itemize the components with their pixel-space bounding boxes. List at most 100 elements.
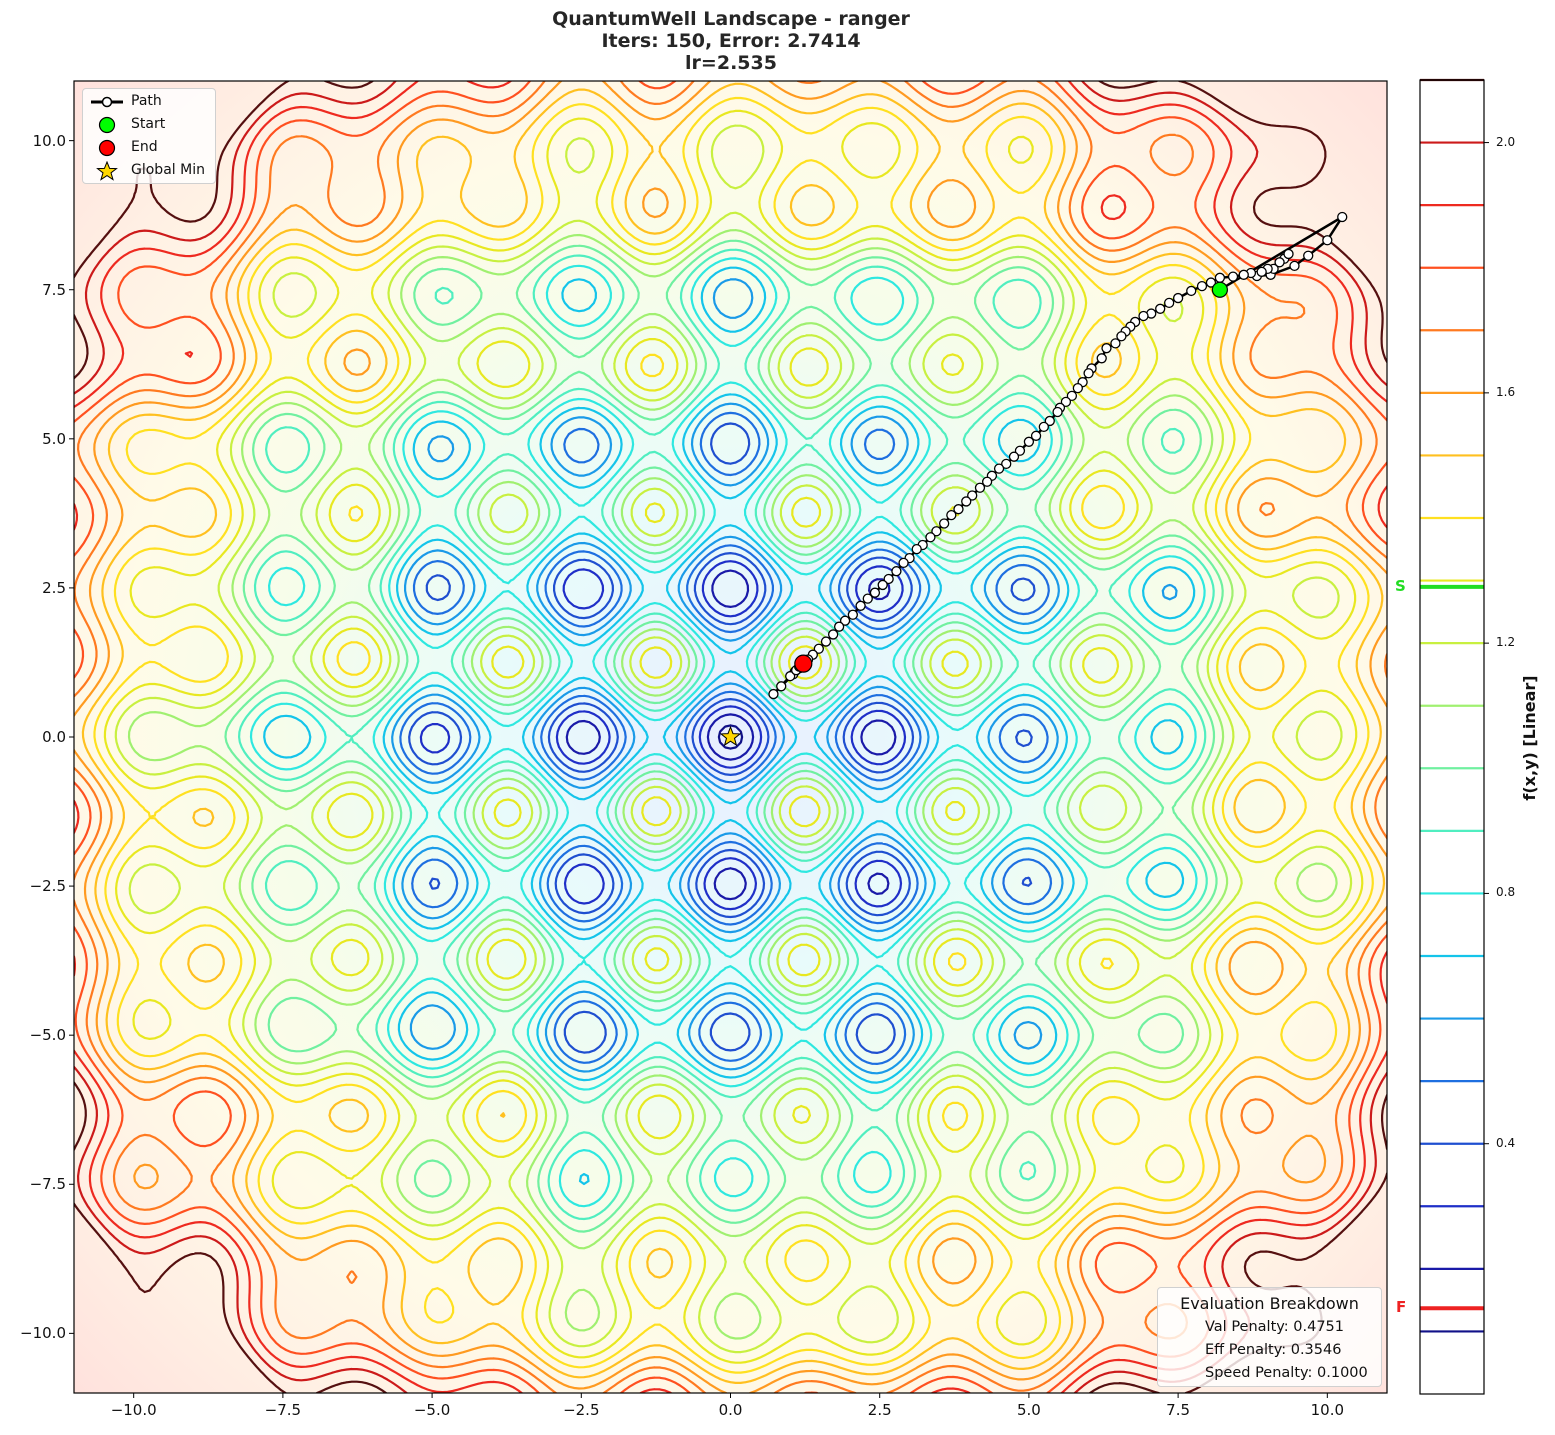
path-point bbox=[833, 621, 845, 632]
y-tick-label: 0.0 bbox=[42, 728, 66, 746]
colorbar-tick-label: 0.4 bbox=[1496, 1135, 1516, 1150]
star-icon bbox=[96, 161, 118, 181]
x-axis-ticks bbox=[133, 1393, 1328, 1398]
path-point bbox=[1238, 269, 1249, 280]
start-marker bbox=[1211, 281, 1228, 298]
contour-level-0.1 bbox=[717, 724, 744, 750]
path-point bbox=[946, 510, 957, 521]
path-point bbox=[1274, 257, 1285, 268]
path-point bbox=[1337, 211, 1348, 223]
y-tick-label: −10.0 bbox=[20, 1324, 66, 1343]
red-circle-icon bbox=[98, 139, 116, 157]
legend-label: End bbox=[131, 139, 158, 155]
path-point bbox=[1083, 368, 1094, 379]
x-tick-label: −7.5 bbox=[264, 1401, 302, 1419]
eff-penalty: Eff Penalty: 0.3546 bbox=[1205, 1342, 1342, 1358]
path-point bbox=[1023, 436, 1035, 447]
path-point bbox=[1214, 272, 1226, 283]
path-point bbox=[1322, 235, 1333, 246]
path-point bbox=[1155, 303, 1166, 314]
path-point bbox=[1186, 285, 1197, 297]
colorbar-ticks bbox=[1484, 142, 1489, 1145]
x-tick-label: 10.0 bbox=[1310, 1401, 1345, 1419]
y-axis-ticks bbox=[69, 140, 74, 1334]
title-line-1: QuantumWell Landscape - ranger bbox=[552, 8, 910, 30]
path-point bbox=[993, 463, 1005, 474]
contour-level-0.5 bbox=[399, 411, 1053, 1065]
legend-label: Global Min bbox=[131, 162, 205, 178]
colorbar-start-marker: S bbox=[1395, 576, 1406, 595]
path-point bbox=[1030, 430, 1042, 441]
contour-level-0.7 bbox=[263, 266, 1196, 1186]
legend-item-path: Path bbox=[83, 91, 215, 113]
path-point bbox=[1066, 390, 1078, 402]
path-point bbox=[1008, 451, 1020, 462]
path-point bbox=[925, 532, 936, 543]
title-line-3: lr=2.535 bbox=[685, 52, 777, 74]
path-point bbox=[1172, 292, 1184, 304]
x-tick-label: −5.0 bbox=[413, 1401, 451, 1419]
colorbar-level-lines bbox=[1420, 78, 1484, 1333]
path-point bbox=[931, 526, 942, 537]
path-point bbox=[877, 579, 888, 591]
path-point bbox=[1044, 415, 1055, 427]
path-point bbox=[1052, 406, 1063, 418]
path-point bbox=[839, 615, 851, 626]
x-tick-label: 2.5 bbox=[867, 1401, 892, 1419]
contour-level-1.4 bbox=[93, 96, 1374, 1374]
path-point bbox=[1227, 271, 1239, 282]
colorbar-tick-label: 1.6 bbox=[1496, 384, 1516, 399]
path-point bbox=[785, 671, 796, 682]
contour-level-0.4 bbox=[408, 422, 1036, 1054]
y-tick-label: −5.0 bbox=[29, 1026, 66, 1045]
path-point bbox=[869, 587, 881, 598]
end-marker bbox=[794, 654, 813, 673]
path-point bbox=[768, 688, 779, 700]
val-penalty: Val Penalty: 0.4751 bbox=[1205, 1319, 1345, 1335]
contour-level-0.6 bbox=[391, 278, 1178, 1075]
global-min-star bbox=[719, 725, 742, 747]
x-tick-label: 7.5 bbox=[1166, 1401, 1191, 1419]
legend-item-global-min: Global Min bbox=[83, 160, 215, 182]
legend-item-start: Start bbox=[83, 114, 215, 136]
path-point bbox=[883, 573, 894, 585]
contour-level-1 bbox=[224, 239, 1224, 1233]
path-point bbox=[967, 490, 978, 501]
path-point bbox=[1096, 353, 1107, 364]
colorbar-tick-label: 0.8 bbox=[1496, 885, 1516, 900]
chart-title: QuantumWell Landscape - ranger Iters: 15… bbox=[0, 8, 1462, 74]
path-point bbox=[847, 609, 858, 620]
path-point bbox=[1101, 343, 1112, 354]
colorbar-background bbox=[1420, 80, 1484, 1394]
path-point bbox=[898, 557, 909, 569]
x-tick-label: 0.0 bbox=[718, 1401, 743, 1419]
path-point bbox=[1256, 266, 1267, 277]
path-point bbox=[1289, 260, 1300, 272]
contour-level-0.3 bbox=[419, 560, 907, 911]
path-point bbox=[1138, 310, 1149, 322]
evaluation-header: Evaluation Breakdown bbox=[1180, 1294, 1359, 1313]
path-point bbox=[855, 600, 866, 611]
path-point bbox=[1283, 248, 1294, 260]
colorbar-final-marker: F bbox=[1396, 1298, 1407, 1317]
contour-level-0.9 bbox=[238, 248, 1215, 1221]
path-point bbox=[1038, 421, 1049, 433]
path-point bbox=[1196, 280, 1208, 292]
path-point bbox=[1001, 458, 1012, 470]
y-tick-label: 10.0 bbox=[32, 131, 66, 150]
path-point bbox=[961, 496, 972, 507]
contour-level-1.1 bbox=[127, 229, 1338, 1340]
evaluation-breakdown-box: Evaluation Breakdown Val Penalty: 0.4751… bbox=[1157, 1287, 1382, 1387]
path-point bbox=[776, 681, 787, 692]
contour-lines bbox=[74, 81, 1387, 1393]
path-point bbox=[1060, 396, 1072, 407]
contour-level-1.5 bbox=[81, 82, 1386, 1384]
x-tick-label: −10.0 bbox=[110, 1401, 157, 1419]
optimizer-path bbox=[719, 211, 1348, 747]
path-point bbox=[1014, 445, 1026, 456]
speed-penalty: Speed Penalty: 0.1000 bbox=[1205, 1365, 1368, 1381]
path-point bbox=[1110, 338, 1121, 349]
colorbar-tick-label: 2.0 bbox=[1496, 134, 1516, 149]
path-point bbox=[1164, 297, 1175, 308]
x-tick-label: −2.5 bbox=[563, 1401, 600, 1419]
